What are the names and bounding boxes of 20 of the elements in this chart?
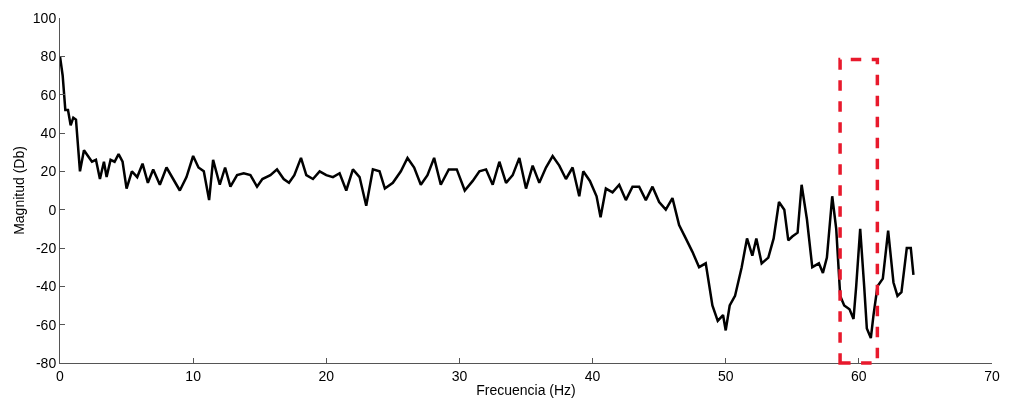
y-axis-title: Magnitud (Db) xyxy=(11,146,28,235)
y-tick-label: -20 xyxy=(35,239,57,256)
line-series xyxy=(60,55,915,340)
y-tick-label: -80 xyxy=(35,354,57,371)
x-tick-label: 20 xyxy=(318,367,335,384)
y-tick-label: 20 xyxy=(40,163,57,180)
y-tick-label: -60 xyxy=(35,316,57,333)
x-tick-label: 70 xyxy=(984,367,1000,384)
y-tick-label: 0 xyxy=(48,201,57,218)
x-tick-label: 60 xyxy=(851,367,867,384)
y-tick-label: 60 xyxy=(40,86,57,103)
x-tick-label: 40 xyxy=(584,367,601,384)
x-tick-label: 30 xyxy=(451,367,468,384)
y-tick-label: 80 xyxy=(40,48,57,65)
y-tick-label: 100 xyxy=(32,9,57,26)
x-tick-label: 50 xyxy=(717,367,734,384)
y-tick-label: -40 xyxy=(35,278,57,295)
x-axis-title: Frecuencia (Hz) xyxy=(476,382,576,399)
y-tick-label: 40 xyxy=(40,124,57,141)
x-tick-label: 10 xyxy=(185,367,202,384)
